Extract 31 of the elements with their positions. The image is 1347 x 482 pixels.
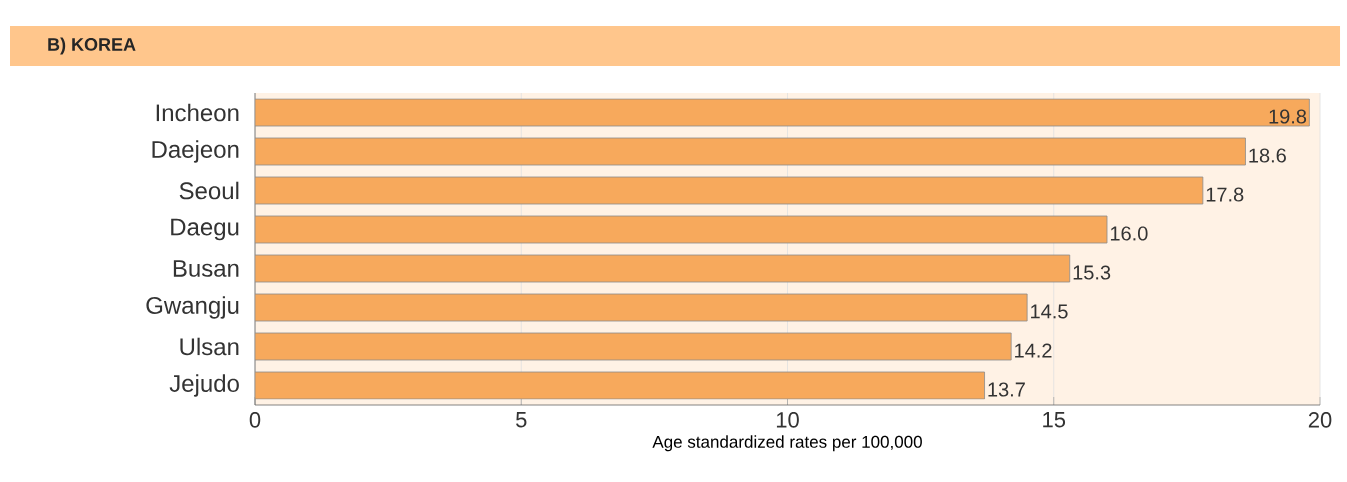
text: B) KOREA — [48, 37, 136, 55]
x-axis-title: Age standardized rates per 100,000 — [652, 435, 922, 452]
bar — [255, 98, 1310, 127]
data-label: 18.6 — [1249, 148, 1286, 163]
x-tick-label: 20 — [1308, 412, 1332, 428]
bar — [255, 137, 1246, 166]
bar — [255, 176, 1204, 205]
bar — [255, 293, 1028, 322]
data-label: 17.8 — [1206, 187, 1244, 202]
y-tick-label: Busan — [173, 260, 239, 277]
data-label: 15.3 — [1073, 265, 1111, 280]
data-label: 13.7 — [988, 382, 1025, 397]
y-tick-label: Gwangju — [146, 296, 239, 319]
bar — [255, 254, 1071, 283]
bar — [255, 215, 1108, 244]
x-tick-label: 10 — [776, 412, 799, 428]
data-label: 16.0 — [1110, 226, 1148, 241]
bar — [255, 371, 985, 400]
y-tick-label: Daejeon — [152, 140, 239, 163]
y-tick-label: Incheon — [156, 103, 239, 122]
y-tick-label: Jejudo — [169, 374, 239, 397]
x-tick-label: 5 — [516, 412, 527, 428]
data-label: 19.8 — [1269, 109, 1307, 124]
x-tick-label: 15 — [1043, 412, 1066, 428]
y-tick-label: Ulsan — [180, 337, 239, 356]
y-tick-label: Daegu — [171, 218, 239, 241]
data-label: 14.5 — [1031, 304, 1068, 319]
bar — [255, 332, 1012, 361]
data-label: 14.2 — [1015, 343, 1052, 358]
y-tick-label: Seoul — [179, 181, 239, 200]
x-tick-label: 0 — [249, 412, 261, 428]
